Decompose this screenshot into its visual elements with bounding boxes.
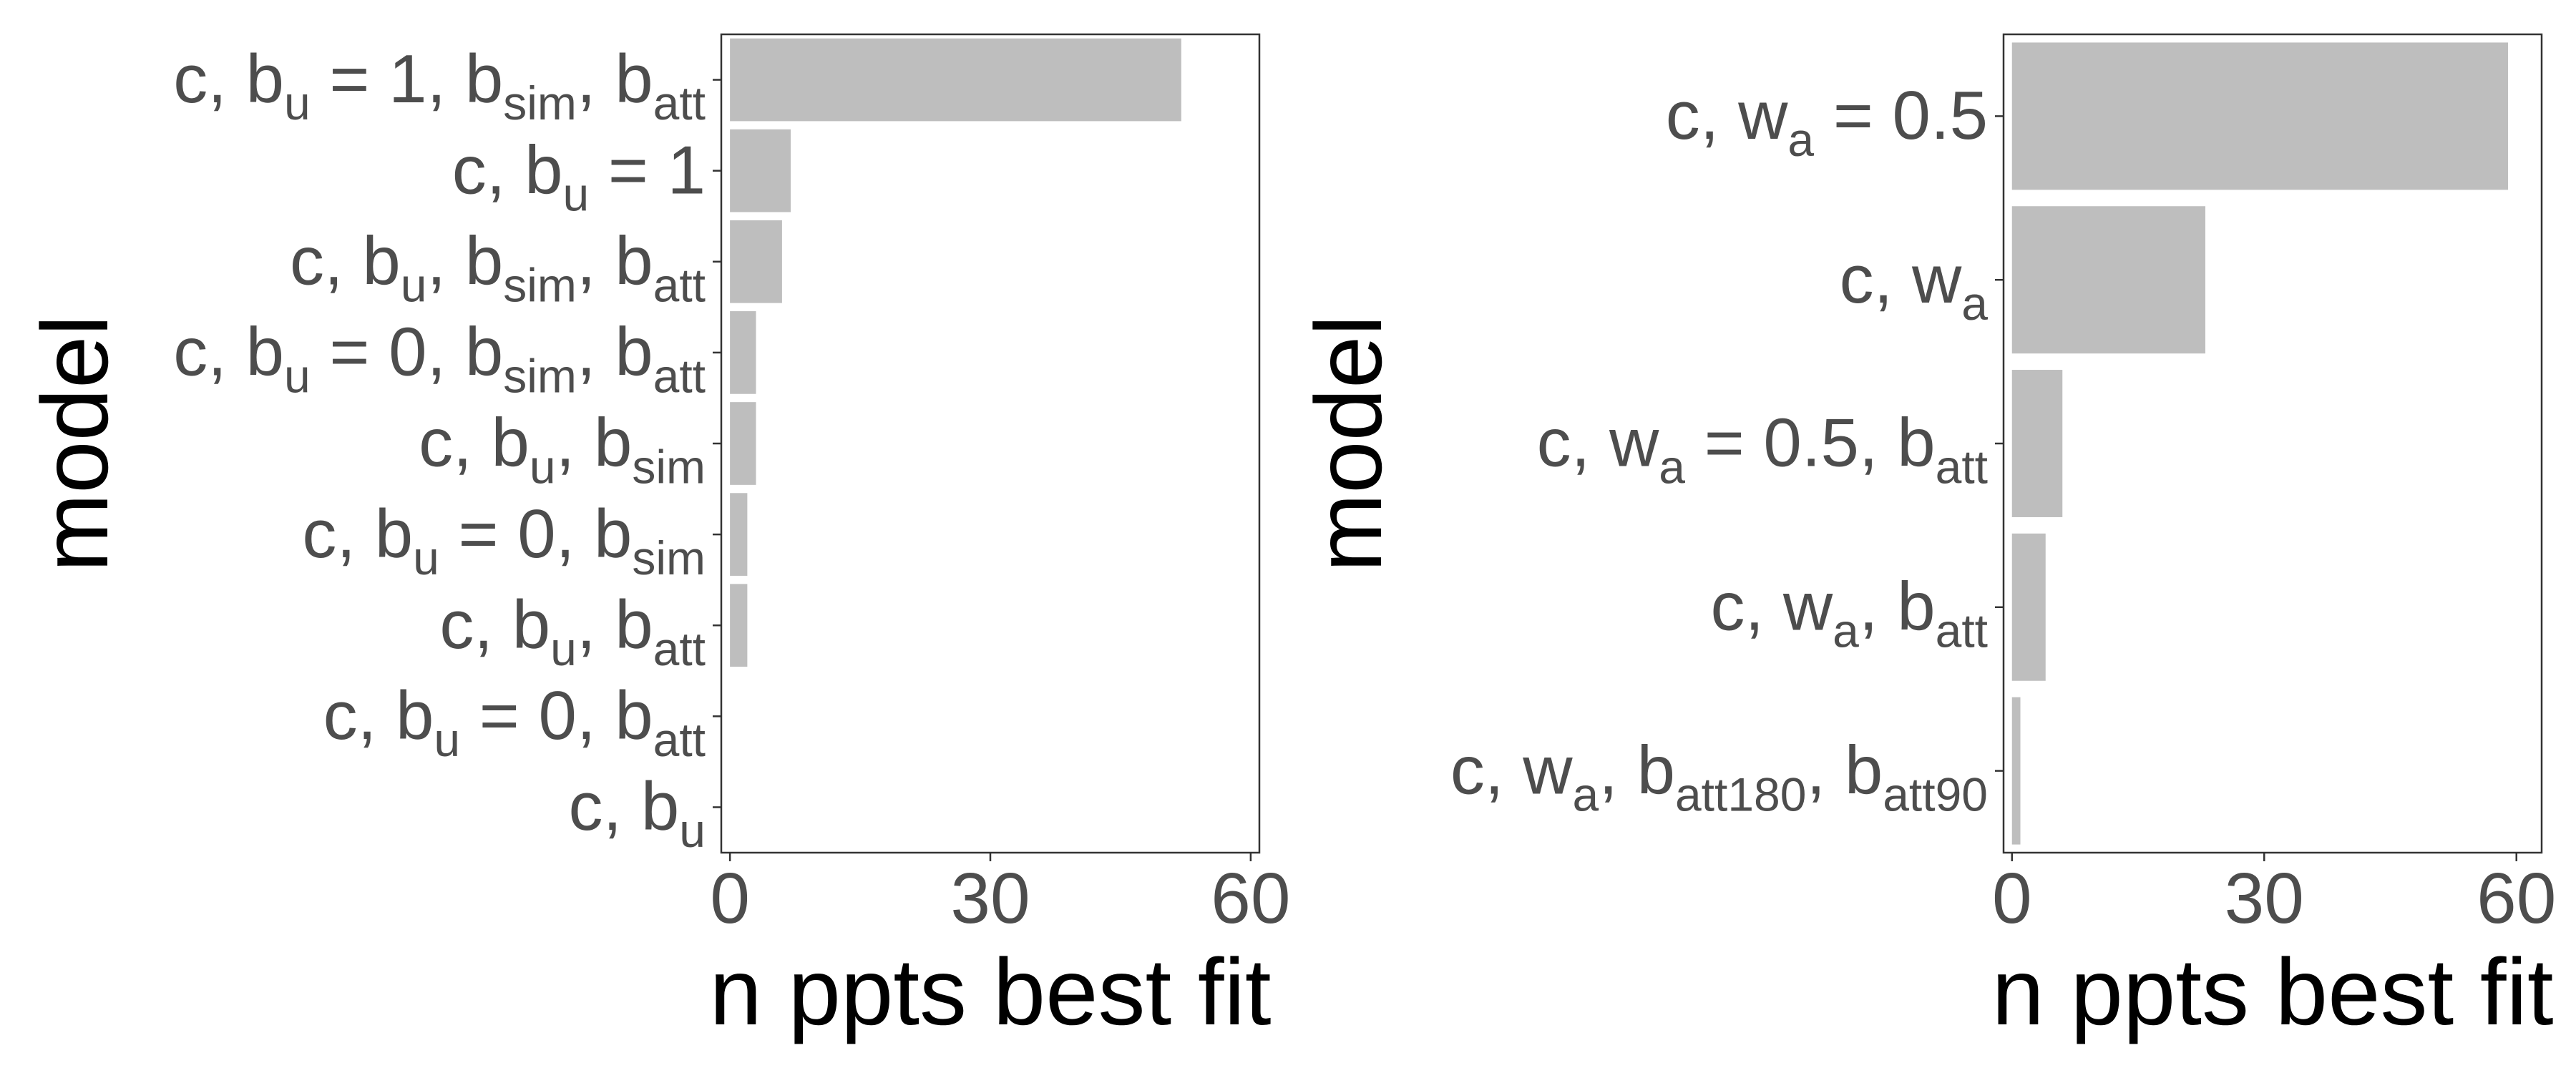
category-label-5: c, bu, bsim	[419, 405, 706, 494]
right-chart-panel: c, wa = 0.5 c, wa c, wa = 0.5, batt c, wa, …	[1296, 33, 2556, 1044]
x-tick-label-0: 0	[1992, 858, 2032, 939]
y-axis-title: model	[1296, 315, 1401, 572]
bar-3	[2011, 370, 2063, 517]
bar-5	[730, 402, 756, 485]
x-tick-label-30: 30	[2225, 858, 2304, 939]
bar-3	[730, 220, 782, 303]
bar-1	[730, 38, 1181, 122]
category-label-4: c, bu = 0, bsim, batt	[173, 314, 706, 403]
category-label-7: c, bu, batt	[439, 587, 706, 675]
bar-7	[730, 584, 748, 667]
bar-4	[730, 311, 756, 394]
bar-6	[730, 493, 748, 576]
x-tick-label-60: 60	[1211, 858, 1290, 939]
x-tick-label-0: 0	[710, 858, 750, 939]
x-tick-label-60: 60	[2477, 858, 2556, 939]
x-tick-label-30: 30	[950, 858, 1030, 939]
y-axis-title: model	[22, 315, 127, 572]
category-label-3: c, wa = 0.5, batt	[1537, 405, 1988, 494]
category-label-3: c, bu, bsim, batt	[290, 222, 706, 311]
bar-2	[2011, 206, 2205, 354]
category-label-1: c, wa = 0.5	[1666, 77, 1988, 166]
x-axis-title: n ppts best fit	[1991, 939, 2553, 1044]
x-axis-title: n ppts best fit	[709, 939, 1271, 1044]
category-label-2: c, bu = 1	[452, 132, 706, 220]
bar-5	[2011, 697, 2021, 845]
category-label-1: c, bu = 1, bsim, batt	[173, 41, 706, 129]
panel-border	[720, 33, 1261, 854]
bar-4	[2011, 533, 2046, 681]
category-label-9: c, bu	[569, 768, 706, 857]
category-label-2: c, wa	[1840, 241, 1989, 330]
category-label-8: c, bu = 0, batt	[323, 677, 706, 766]
bar-1	[2011, 42, 2508, 190]
bar-2	[730, 129, 791, 212]
category-label-5: c, wa, batt180, batt90	[1450, 732, 1988, 820]
category-label-4: c, wa, batt	[1710, 568, 1988, 657]
category-label-6: c, bu = 0, bsim	[302, 496, 706, 584]
